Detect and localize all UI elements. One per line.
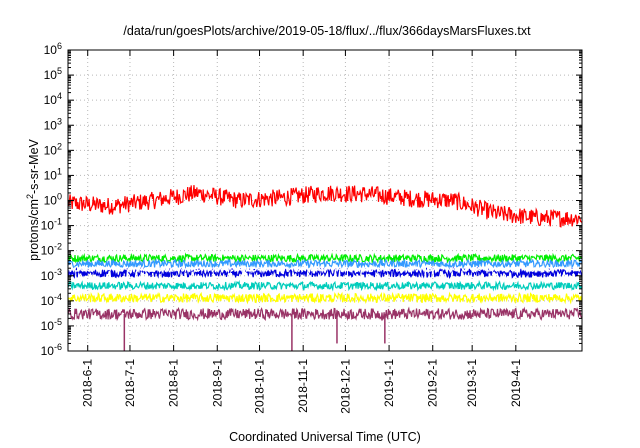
y-tick-base: 10	[44, 43, 58, 57]
y-tick-base: 10	[44, 93, 58, 107]
y-tick-exponent: -4	[54, 292, 62, 302]
y-tick-base: 10	[41, 344, 55, 358]
y-axis-label: protons/cm2-s-sr-MeV	[25, 138, 41, 260]
x-axis-ticks: 2018-6-1 2018-7-1 2018-8-1 2018-9-1 2018-10-…	[81, 50, 523, 414]
y-tick-exponent: 6	[57, 41, 62, 51]
data-series	[67, 185, 583, 351]
x-tick-label: 2019-3-1	[465, 359, 479, 407]
y-tick-label: 106	[44, 41, 62, 57]
y-axis-label-base: protons/cm	[27, 199, 41, 261]
x-tick-label: 2018-9-1	[210, 359, 224, 407]
y-tick-exponent: -1	[54, 217, 62, 227]
y-axis-label-rest: -s-sr-MeV	[27, 138, 41, 194]
y-tick-label: 10-3	[41, 267, 62, 283]
x-axis-label: Coordinated Universal Time (UTC)	[229, 430, 421, 444]
series-line	[67, 257, 583, 270]
x-tick-label: 2018-8-1	[167, 359, 181, 407]
series-line	[67, 279, 583, 292]
x-tick-label: 2018-12-1	[338, 359, 352, 414]
x-tick-label: 2018-10-1	[253, 359, 267, 414]
y-tick-label: 10-4	[41, 292, 62, 308]
y-tick-exponent: -2	[54, 242, 62, 252]
y-tick-exponent: 5	[57, 66, 62, 76]
y-tick-label: 10-5	[41, 317, 62, 333]
x-tick-label: 2018-6-1	[81, 359, 95, 407]
x-tick-label: 2018-7-1	[123, 359, 137, 407]
y-tick-base: 10	[44, 194, 58, 208]
y-tick-exponent: 3	[57, 116, 62, 126]
y-tick-exponent: 1	[57, 166, 62, 176]
grid-lines	[68, 50, 582, 351]
y-tick-exponent: 2	[57, 141, 62, 151]
series-line	[67, 252, 583, 265]
series-line	[67, 306, 583, 322]
y-tick-base: 10	[44, 143, 58, 157]
y-tick-base: 10	[41, 219, 55, 233]
y-tick-exponent: 0	[57, 192, 62, 202]
y-tick-label: 104	[44, 91, 62, 107]
y-tick-base: 10	[41, 269, 55, 283]
y-tick-base: 10	[44, 68, 58, 82]
y-tick-base: 10	[44, 118, 58, 132]
y-tick-label: 10-1	[41, 217, 62, 233]
y-tick-base: 10	[41, 294, 55, 308]
y-tick-label: 10-6	[41, 342, 62, 358]
y-tick-exponent: -5	[54, 317, 62, 327]
y-tick-base: 10	[41, 244, 55, 258]
y-tick-exponent: -3	[54, 267, 62, 277]
y-tick-base: 10	[44, 168, 58, 182]
y-tick-label: 103	[44, 116, 62, 132]
series-line	[67, 291, 583, 305]
y-tick-label: 10-2	[41, 242, 62, 258]
y-tick-label: 102	[44, 141, 62, 157]
chart-title: /data/run/goesPlots/archive/2019-05-18/f…	[123, 24, 531, 38]
y-tick-exponent: -6	[54, 342, 62, 352]
x-tick-label: 2019-4-1	[509, 359, 523, 407]
plot-frame	[67, 49, 583, 352]
series-line	[67, 185, 583, 228]
y-tick-exponent: 4	[57, 91, 62, 101]
y-tick-base: 10	[41, 319, 55, 333]
x-tick-label: 2019-2-1	[426, 359, 440, 407]
x-tick-label: 2018-11-1	[296, 359, 310, 413]
y-tick-label: 101	[44, 166, 62, 182]
series-line	[67, 266, 583, 280]
x-tick-label: 2019-1-1	[382, 359, 396, 407]
y-axis-label-sup: 2	[25, 194, 35, 199]
series-line	[67, 264, 583, 275]
y-tick-label: 105	[44, 66, 62, 82]
y-tick-label: 100	[44, 192, 62, 208]
